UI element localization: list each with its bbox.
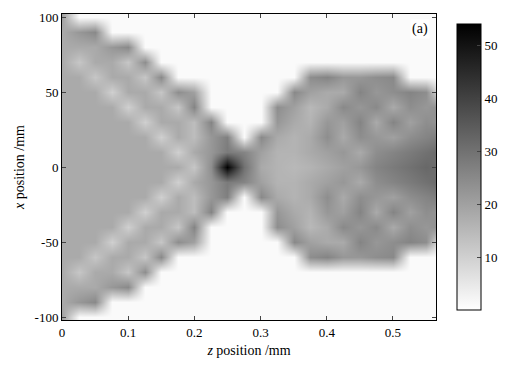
svg-text:50: 50 [45, 85, 58, 100]
svg-text:10: 10 [485, 250, 498, 265]
svg-text:0.3: 0.3 [252, 325, 268, 340]
svg-text:50: 50 [485, 38, 498, 53]
svg-text:20: 20 [485, 197, 498, 212]
svg-text:100: 100 [39, 10, 59, 25]
svg-text:z position /mm: z position /mm [206, 343, 290, 358]
svg-text:0.5: 0.5 [385, 325, 401, 340]
svg-text:(a): (a) [412, 21, 428, 37]
svg-text:-50: -50 [41, 235, 58, 250]
svg-text:40: 40 [485, 91, 498, 106]
svg-text:x position /mm: x position /mm [12, 125, 27, 210]
svg-text:-100: -100 [35, 310, 59, 325]
svg-text:0.1: 0.1 [120, 325, 136, 340]
svg-text:0: 0 [59, 325, 66, 340]
svg-text:30: 30 [485, 144, 498, 159]
svg-text:0: 0 [52, 160, 59, 175]
svg-text:0.4: 0.4 [319, 325, 336, 340]
svg-text:0.2: 0.2 [186, 325, 202, 340]
